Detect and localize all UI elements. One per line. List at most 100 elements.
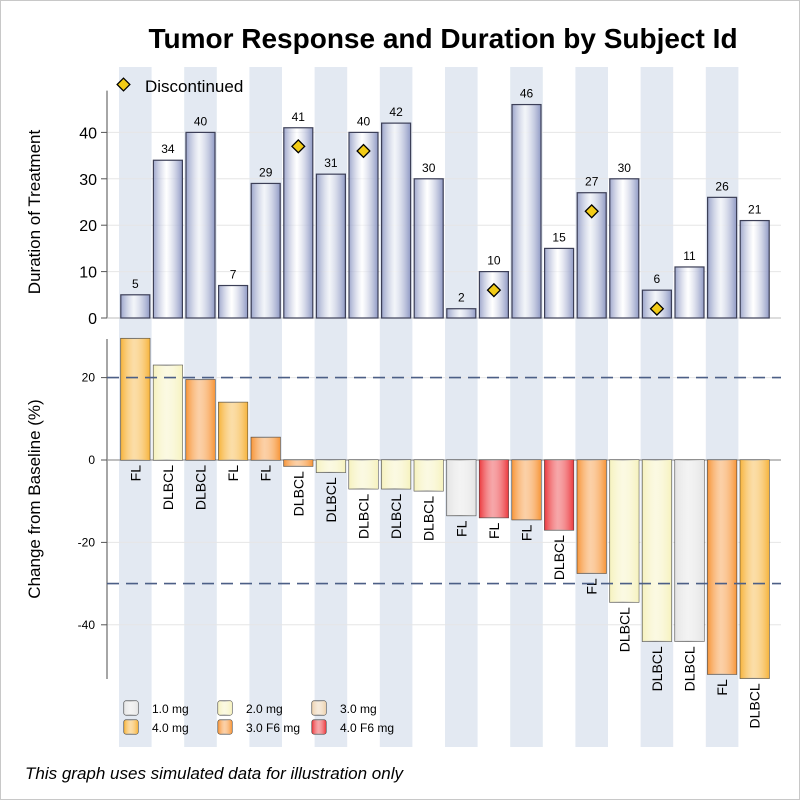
response-panel: 20 0 -20 -40 FL DLBCL DLBCL FL FL DLBCL DLBCL DLBCL… (78, 337, 781, 729)
duration-bar (120, 294, 151, 319)
duration-data-label: 11 (683, 249, 696, 263)
duration-data-label: 30 (422, 161, 436, 175)
discontinued-marker (584, 203, 599, 219)
top-y-tick-label: 40 (79, 125, 97, 142)
duration-data-label: 6 (654, 272, 661, 286)
band (249, 67, 282, 747)
discontinued-marker (649, 301, 665, 317)
duration-bar (315, 173, 346, 319)
diagnosis-label: FL (127, 465, 143, 482)
discontinued-marker (356, 143, 371, 159)
diagnosis-label: DLBCL (747, 683, 763, 728)
diagnosis-label: FL (584, 578, 600, 595)
top-y-tick-label: 0 (88, 311, 97, 328)
response-bar-shade (120, 338, 150, 460)
diagnosis-label: FL (258, 465, 274, 482)
duration-bar (446, 308, 477, 319)
dose-legend-label: 3.0 mg (340, 702, 377, 716)
duration-bar (511, 103, 542, 319)
duration-bar (543, 247, 575, 319)
duration-bar (674, 266, 705, 319)
duration-data-label: 31 (324, 156, 338, 170)
dose-legend-label: 1.0 mg (152, 702, 189, 716)
bottom-y-tick-label: 20 (82, 371, 96, 385)
top-y-tick-label: 10 (79, 265, 97, 282)
duration-bar (152, 159, 183, 319)
duration-data-label: 7 (230, 268, 237, 282)
duration-data-label: 27 (585, 175, 599, 189)
response-bar-shade (609, 460, 639, 603)
duration-data-label: 2 (458, 291, 465, 305)
duration-data-label: 40 (357, 114, 371, 128)
diagnosis-label: FL (519, 525, 535, 542)
duration-bar (381, 122, 412, 319)
response-bar-shade (479, 460, 509, 518)
band (640, 67, 674, 747)
diagnosis-label: DLBCL (649, 646, 665, 691)
duration-data-label: 5 (132, 277, 139, 291)
duration-bar (348, 131, 379, 319)
response-bar-shade (740, 460, 770, 679)
diagnosis-label: DLBCL (323, 477, 339, 522)
duration-panel: 0 10 20 30 40 5 34 40 7 29 41 31 40 42 30 2 10 46 15 27 30 6 1… (79, 87, 781, 328)
discontinued-marker (486, 282, 502, 298)
chart-title: Tumor Response and Duration by Subject I… (148, 23, 737, 54)
bottom-y-tick-label: -20 (78, 535, 96, 549)
response-bar-shade (675, 460, 704, 642)
dose-legend-label: 4.0 mg (152, 721, 189, 735)
duration-bar (283, 127, 314, 319)
duration-data-label: 42 (389, 105, 403, 119)
duration-bar (706, 196, 738, 319)
discontinued-marker (291, 139, 306, 154)
diagnosis-label: FL (714, 679, 730, 696)
dose-legend-label: 3.0 F6 mg (246, 721, 300, 735)
discontinued-legend: Discontinued (116, 77, 243, 96)
bottom-y-tick-label: -40 (78, 618, 96, 632)
bottom-y-tick-label: 0 (88, 453, 95, 467)
duration-bar (413, 178, 444, 319)
band (575, 67, 608, 747)
band (445, 67, 478, 747)
diagnosis-label: DLBCL (193, 465, 209, 510)
discontinued-legend-label: Discontinued (145, 77, 243, 96)
discontinued-legend-marker (116, 77, 131, 92)
dose-legend-label: 4.0 F6 mg (340, 721, 394, 735)
duration-data-label: 41 (292, 110, 306, 124)
dose-legend-swatch-shade (312, 701, 326, 715)
footnote: This graph uses simulated data for illus… (25, 764, 404, 783)
duration-data-label: 15 (552, 230, 566, 244)
diagnosis-label: DLBCL (388, 494, 404, 539)
dose-legend-swatch-shade (218, 720, 232, 734)
response-bar-shade (512, 460, 541, 520)
duration-data-label: 40 (194, 114, 208, 128)
response-bar-shade (218, 402, 248, 460)
response-bar-shade (186, 379, 215, 460)
duration-bar (185, 131, 216, 319)
response-bar-shade (316, 460, 346, 473)
duration-bar (609, 178, 640, 319)
response-bar-shade (349, 460, 378, 489)
response-bar-shade (577, 460, 607, 574)
response-bar-shade (153, 365, 183, 460)
response-bar-shade (381, 460, 411, 489)
diagnosis-label: DLBCL (290, 471, 306, 516)
duration-data-label: 21 (748, 203, 762, 217)
duration-data-label: 30 (618, 161, 632, 175)
duration-data-label: 34 (161, 142, 175, 156)
legends: Discontinued 1.0 mg 2.0 mg 3.0 mg 4.0 mg 3.0… (116, 77, 394, 735)
duration-data-label: 29 (259, 165, 273, 179)
duration-data-label: 46 (520, 87, 534, 101)
duration-bar (218, 284, 249, 319)
response-bar-shade (707, 460, 737, 675)
response-bar-shade (251, 437, 281, 460)
response-bar-shade (544, 460, 574, 531)
diagnosis-label: DLBCL (421, 496, 437, 541)
top-y-tick-label: 30 (79, 172, 97, 189)
diagnosis-label: FL (453, 520, 469, 537)
diagnosis-label: FL (486, 522, 502, 539)
dose-legend-swatch-shade (312, 720, 326, 734)
response-bar-shade (283, 460, 313, 467)
dose-legend-label: 2.0 mg (246, 702, 283, 716)
